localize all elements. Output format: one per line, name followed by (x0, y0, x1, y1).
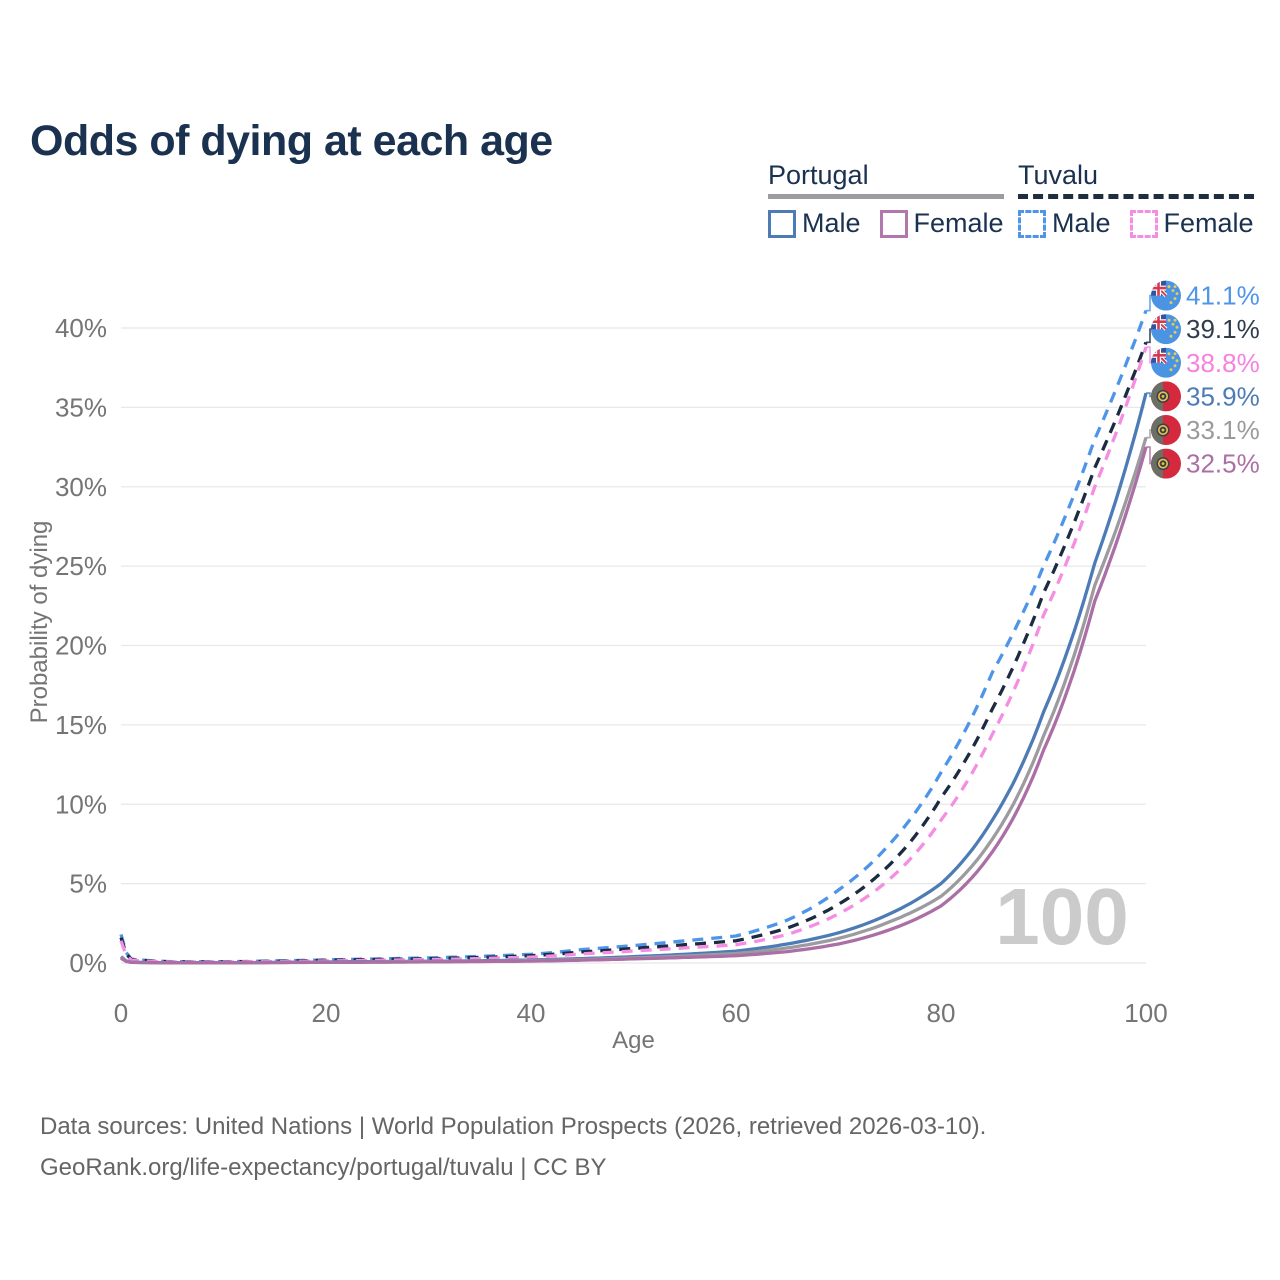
legend-row-tuvalu: Male Female (1018, 208, 1254, 239)
legend-underline-tuvalu (1018, 194, 1254, 199)
legend-swatch-tuvalu-female[interactable] (1129, 209, 1158, 238)
legend-label-tuvalu-female[interactable]: Female (1163, 208, 1254, 238)
legend-item-portugal-male[interactable]: Male (768, 208, 861, 239)
x-tick-label: 40 (517, 998, 546, 1028)
flag-icon-tuvalu (1151, 314, 1181, 345)
end-connector (1146, 328, 1152, 344)
legend-row-portugal: Male Female (768, 208, 1004, 239)
legend-label-portugal-female[interactable]: Female (913, 208, 1004, 238)
end-value-label: 38.8% (1186, 348, 1260, 378)
footer: Data sources: United Nations | World Pop… (40, 1106, 986, 1188)
end-value-label: 32.5% (1186, 449, 1260, 479)
legend-swatch-portugal-male[interactable] (768, 209, 796, 238)
series-line-portugal-female (120, 446, 1148, 965)
legend-item-tuvalu-female[interactable]: Female (1129, 208, 1254, 239)
legend-label-tuvalu-male[interactable]: Male (1052, 208, 1111, 238)
y-tick-label: 0% (69, 948, 107, 978)
series-line-tuvalu-both-sexes (119, 341, 1148, 964)
y-tick-label: 5% (69, 869, 107, 899)
grid: 0% 5% 10% 15% 20% 25% 30% 35% 40% (55, 313, 1146, 978)
series-line-portugal-male (119, 392, 1148, 965)
x-tick-label: 100 (1124, 998, 1167, 1028)
x-tick-label: 0 (114, 998, 128, 1028)
legend-item-tuvalu-male[interactable]: Male (1018, 208, 1111, 239)
x-tick-label: 60 (722, 998, 751, 1028)
end-value-label: 41.1% (1186, 281, 1260, 311)
end-value-label: 39.1% (1186, 314, 1260, 344)
flag-icon-portugal (1151, 414, 1181, 445)
footer-data-sources: Data sources: United Nations | World Pop… (40, 1113, 987, 1140)
flag-icon-portugal (1151, 448, 1181, 479)
y-tick-label: 30% (55, 472, 107, 502)
y-tick-label: 35% (55, 392, 107, 422)
x-tick-label: 20 (312, 998, 341, 1028)
flag-icon-portugal (1151, 381, 1181, 412)
y-tick-label: 10% (55, 789, 107, 819)
legend-underline-portugal (768, 194, 1004, 199)
legend-swatch-tuvalu-male[interactable] (1018, 209, 1046, 238)
series-line-tuvalu-female (119, 346, 1148, 964)
legend-country-portugal: Portugal (768, 160, 869, 190)
x-axis-title: Age (612, 1027, 655, 1054)
end-value-label: 33.1% (1186, 415, 1260, 445)
age-watermark: 100 (995, 872, 1128, 961)
flag-icon-tuvalu (1151, 280, 1181, 311)
end-value-label: 35.9% (1186, 381, 1260, 411)
legend-group-tuvalu: Tuvalu Male Female (1018, 160, 1254, 239)
y-tick-label: 40% (55, 313, 107, 343)
y-axis-title: Probability of dying (26, 521, 53, 724)
series-line-tuvalu-male (119, 309, 1148, 964)
y-tick-label: 20% (55, 631, 107, 661)
footer-attribution: GeoRank.org/life-expectancy/portugal/tuv… (40, 1154, 607, 1181)
page-title: Odds of dying at each age (30, 116, 553, 165)
y-tick-label: 15% (55, 710, 107, 740)
x-tick-label: 80 (927, 998, 956, 1028)
legend-item-portugal-female[interactable]: Female (879, 208, 1004, 239)
legend-label-portugal-male[interactable]: Male (802, 208, 861, 238)
end-connector (1146, 294, 1152, 312)
flag-icon-tuvalu (1151, 347, 1181, 378)
legend-group-portugal: Portugal Male Female (768, 160, 1004, 239)
legend-country-tuvalu: Tuvalu (1018, 160, 1099, 190)
legend-swatch-portugal-female[interactable] (879, 209, 908, 238)
y-tick-label: 25% (55, 551, 107, 581)
